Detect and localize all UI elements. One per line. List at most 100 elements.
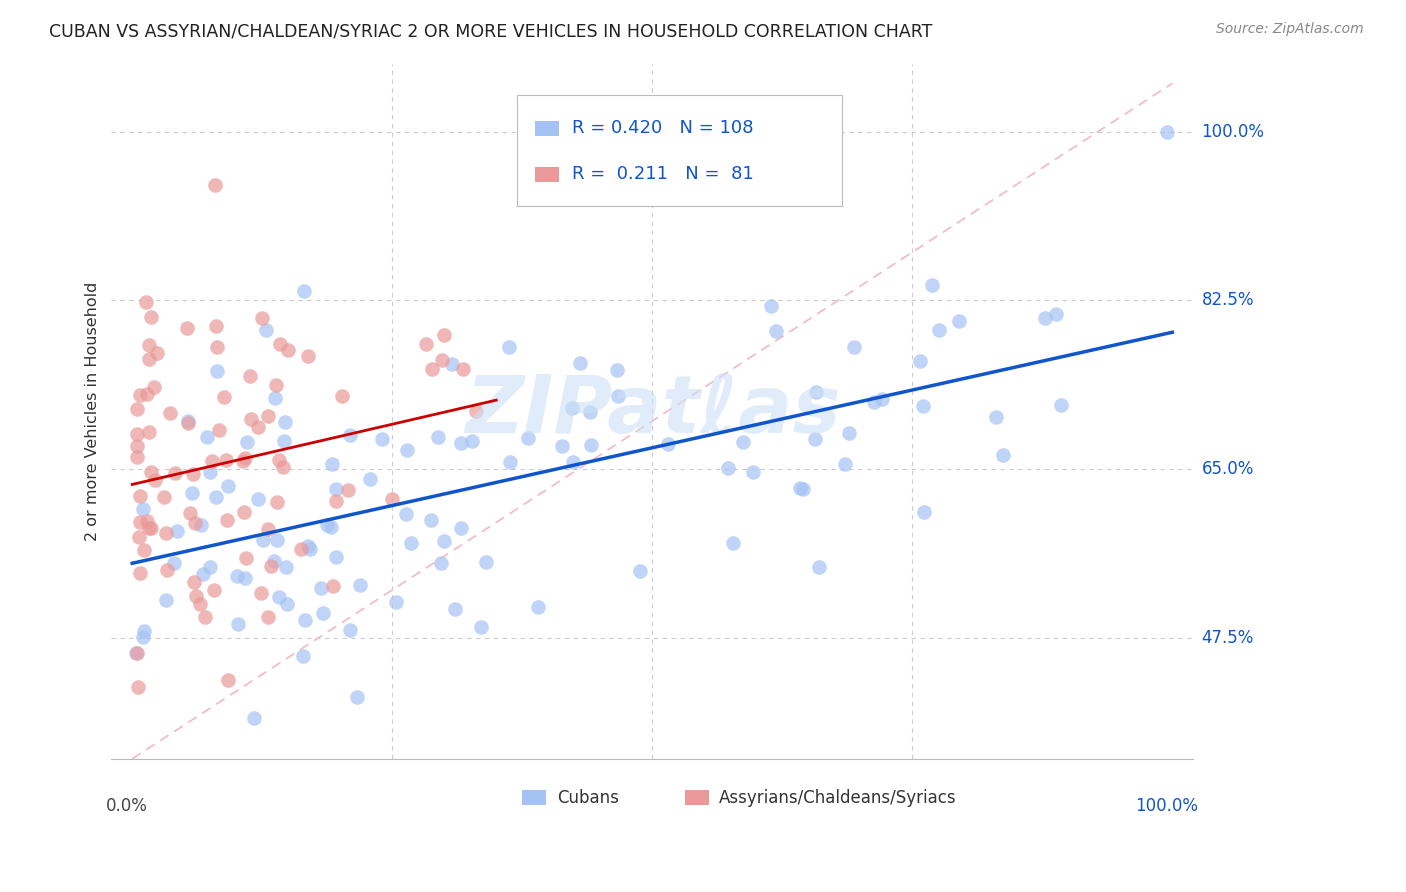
Point <box>214 452 236 467</box>
Point <box>429 557 451 571</box>
Point <box>226 617 249 632</box>
Point <box>562 455 585 469</box>
Point <box>385 595 408 609</box>
Point <box>207 364 229 378</box>
Point <box>184 516 207 530</box>
Point <box>260 558 283 573</box>
Point <box>127 401 149 416</box>
Point <box>292 648 315 663</box>
FancyBboxPatch shape <box>523 790 547 805</box>
Text: 100.0%: 100.0% <box>1202 122 1264 141</box>
Point <box>232 454 254 468</box>
Point <box>132 543 155 558</box>
Point <box>155 563 177 577</box>
FancyBboxPatch shape <box>517 95 842 206</box>
Point <box>233 505 256 519</box>
Point <box>561 401 583 415</box>
Point <box>239 369 262 384</box>
Point <box>266 533 288 547</box>
Point <box>257 522 280 536</box>
Point <box>252 533 274 547</box>
FancyBboxPatch shape <box>536 167 560 182</box>
Point <box>804 385 827 400</box>
Point <box>128 516 150 530</box>
Point <box>349 578 371 592</box>
Point <box>127 427 149 442</box>
Point <box>127 680 149 694</box>
Point <box>948 314 970 328</box>
Point <box>911 399 934 413</box>
Point <box>204 178 226 192</box>
Point <box>1156 125 1178 139</box>
Point <box>217 479 239 493</box>
Point <box>177 416 200 430</box>
Text: ZIPatℓas: ZIPatℓas <box>464 373 839 450</box>
Point <box>135 295 157 310</box>
Point <box>183 574 205 589</box>
Point <box>470 620 492 634</box>
Point <box>263 554 285 568</box>
Point <box>200 454 222 468</box>
Text: Cubans: Cubans <box>557 789 619 806</box>
Point <box>194 609 217 624</box>
Point <box>136 514 159 528</box>
Point <box>125 646 148 660</box>
Point <box>741 465 763 479</box>
Point <box>1035 310 1057 325</box>
Point <box>138 338 160 352</box>
Point <box>804 432 827 446</box>
Point <box>146 346 169 360</box>
Point <box>628 564 651 578</box>
Point <box>128 530 150 544</box>
Point <box>475 555 498 569</box>
Point <box>415 337 437 351</box>
Point <box>759 299 782 313</box>
Point <box>212 390 235 404</box>
Point <box>180 485 202 500</box>
Point <box>325 493 347 508</box>
Point <box>359 472 381 486</box>
Point <box>240 412 263 426</box>
Point <box>527 600 550 615</box>
Point <box>325 482 347 496</box>
Point <box>127 450 149 465</box>
Point <box>908 354 931 368</box>
Text: Source: ZipAtlas.com: Source: ZipAtlas.com <box>1216 22 1364 37</box>
Point <box>433 328 456 343</box>
Point <box>142 380 165 394</box>
Point <box>607 388 630 402</box>
Point <box>346 690 368 705</box>
Point <box>176 414 198 428</box>
Point <box>165 466 187 480</box>
Point <box>862 394 884 409</box>
Point <box>155 525 177 540</box>
Text: 65.0%: 65.0% <box>1202 460 1254 478</box>
Point <box>325 549 347 564</box>
Point <box>991 448 1014 462</box>
Point <box>297 539 319 553</box>
Point <box>444 602 467 616</box>
Point <box>200 560 222 574</box>
Point <box>139 310 162 324</box>
Point <box>139 521 162 535</box>
Point <box>420 362 443 376</box>
Point <box>315 517 337 532</box>
Point <box>569 356 592 370</box>
Point <box>271 460 294 475</box>
Point <box>838 425 860 440</box>
Point <box>290 541 312 556</box>
Point <box>657 437 679 451</box>
Point <box>297 350 319 364</box>
Text: 47.5%: 47.5% <box>1202 629 1254 648</box>
Point <box>254 323 277 337</box>
Point <box>166 524 188 539</box>
Point <box>138 351 160 366</box>
Point <box>226 569 249 583</box>
Y-axis label: 2 or more Vehicles in Household: 2 or more Vehicles in Household <box>86 282 100 541</box>
Point <box>264 391 287 405</box>
Text: 0.0%: 0.0% <box>105 797 148 815</box>
Text: 82.5%: 82.5% <box>1202 292 1254 310</box>
Point <box>176 320 198 334</box>
Point <box>217 673 239 687</box>
Point <box>312 607 335 621</box>
